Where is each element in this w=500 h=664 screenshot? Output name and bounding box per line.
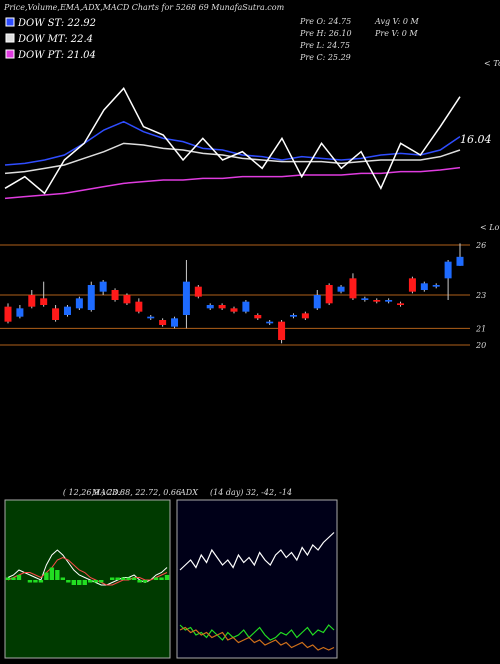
stat: Pre C: 25.29	[299, 53, 351, 62]
legend-label: DOW PT: 21.04	[17, 50, 96, 61]
candle-body	[444, 261, 452, 279]
candle-body	[361, 298, 369, 300]
candle-body	[4, 306, 12, 322]
histogram-bar	[137, 580, 142, 583]
candle-body	[123, 295, 131, 304]
histogram-bar	[142, 580, 148, 583]
candle-body	[278, 321, 286, 340]
histogram-bar	[164, 575, 170, 580]
histogram-bar	[99, 580, 104, 583]
candle-body	[397, 303, 405, 305]
histogram-bar	[11, 577, 16, 580]
histogram-bar	[93, 580, 98, 583]
candle-body	[254, 315, 262, 319]
histogram-bar	[5, 577, 11, 580]
macd-params: ( 12,26,9 ) 23.88, 22.72, 0.66	[63, 488, 181, 497]
line	[179, 532, 335, 571]
histogram-bar	[27, 580, 33, 583]
histogram-bar	[131, 577, 137, 580]
y-tick-label: 21	[475, 324, 486, 333]
candle-body	[313, 295, 321, 309]
chart-title: Price,Volume,EMA,ADX,MACD Charts for 526…	[3, 3, 285, 12]
candle-body	[337, 286, 345, 292]
histogram-bar	[153, 577, 159, 580]
macd-label: MACD:	[91, 488, 122, 497]
line	[179, 624, 335, 641]
stat: Pre O: 24.75	[299, 17, 351, 26]
legend-swatch	[5, 49, 15, 59]
candle-body	[194, 286, 202, 297]
y-tick-label: 20	[475, 341, 486, 350]
candle-body	[432, 285, 440, 287]
stat: Pre H: 26.10	[299, 29, 352, 38]
candle-body	[111, 290, 119, 300]
histogram-bar	[71, 580, 76, 585]
histogram-bar	[88, 580, 93, 583]
stat: Pre L: 24.75	[299, 41, 350, 50]
histogram-bar	[60, 577, 66, 580]
line	[4, 87, 461, 195]
candle-body	[408, 278, 416, 292]
histogram-bar	[49, 567, 55, 580]
candle-body	[373, 300, 381, 302]
candle-body	[456, 256, 464, 266]
candle-body	[75, 298, 83, 309]
histogram-bar	[33, 580, 38, 583]
candle-body	[159, 320, 167, 325]
candle-body	[182, 281, 190, 315]
histogram-bar	[82, 580, 87, 585]
candle-body	[325, 285, 333, 304]
annotation: 16.04	[460, 133, 492, 146]
candle-body	[171, 318, 179, 327]
histogram-bar	[16, 575, 22, 580]
histogram-bar	[120, 577, 126, 580]
histogram-bar	[109, 577, 115, 580]
line	[4, 142, 461, 175]
candle-body	[147, 316, 155, 319]
candle-body	[242, 301, 250, 312]
candle-body	[218, 305, 226, 309]
y-tick-label: 23	[475, 291, 486, 300]
line	[7, 556, 168, 586]
adx-params: (14 day) 32, -42, -14	[210, 488, 292, 497]
candle-body	[289, 315, 297, 317]
candle-body	[349, 278, 357, 299]
candle-body	[420, 283, 428, 290]
histogram-bar	[55, 570, 60, 580]
candle-body	[385, 300, 393, 302]
stat: Avg V: 0 M	[374, 17, 419, 26]
tops-label: < Tops	[484, 59, 500, 68]
candle-body	[135, 301, 143, 312]
lows-label: < Lows	[480, 223, 500, 232]
adx-label: ADX	[179, 488, 198, 497]
candle-body	[301, 313, 309, 319]
histogram-bar	[38, 580, 44, 583]
histogram-bar	[66, 580, 71, 583]
legend-swatch	[5, 17, 15, 27]
candle-body	[63, 306, 71, 315]
candle-body	[52, 308, 60, 320]
y-tick-label: 26	[475, 241, 486, 250]
line	[4, 166, 461, 200]
candle-body	[230, 308, 238, 312]
line	[179, 626, 335, 651]
legend-swatch	[5, 33, 15, 43]
stat: Pre V: 0 M	[374, 29, 418, 38]
histogram-bar	[44, 572, 49, 580]
candle-body	[206, 305, 214, 309]
histogram-bar	[159, 577, 164, 580]
candle-body	[87, 285, 95, 310]
histogram-bar	[126, 577, 131, 580]
candle-body	[266, 321, 274, 324]
legend-label: DOW MT: 22.4	[17, 34, 93, 45]
candle-body	[16, 308, 24, 317]
candle-body	[99, 281, 107, 292]
histogram-bar	[77, 580, 82, 585]
histogram-bar	[115, 577, 120, 580]
candle-body	[40, 298, 48, 305]
legend-label: DOW ST: 22.92	[17, 18, 96, 29]
candle-body	[28, 295, 36, 307]
